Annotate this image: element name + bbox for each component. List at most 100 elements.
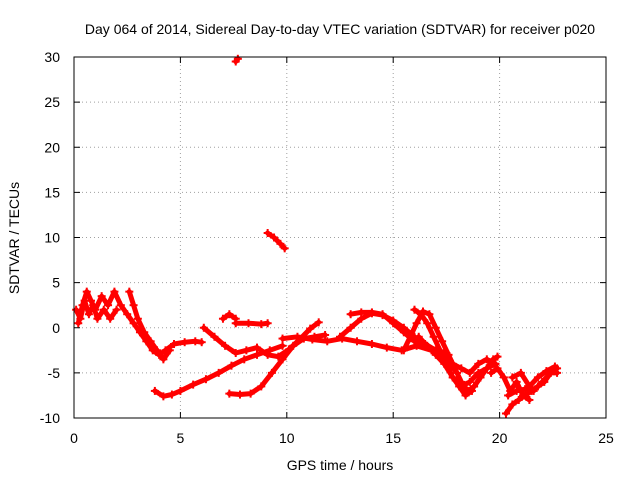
data-point	[276, 239, 285, 248]
data-point	[116, 301, 125, 310]
data-point	[129, 319, 138, 328]
data-point	[221, 341, 230, 350]
data-point	[367, 308, 376, 317]
data-point	[199, 323, 208, 332]
data-point	[412, 319, 421, 328]
data-point	[429, 332, 438, 341]
tick-labels: 0 5 10 15 20 25 -10 -5 0 5 10 15 20 25 30	[40, 49, 614, 446]
data-point	[529, 386, 538, 395]
data-point	[80, 296, 89, 305]
data-point	[461, 391, 470, 400]
data-point	[306, 324, 315, 333]
data-point	[140, 328, 149, 337]
data-point	[367, 339, 376, 348]
series-track-22	[508, 362, 559, 391]
data-point	[214, 368, 223, 377]
data-point	[231, 319, 240, 328]
data-point	[246, 389, 255, 398]
series-track-8	[231, 319, 272, 329]
data-point	[410, 305, 419, 314]
data-point	[308, 335, 317, 344]
data-point	[278, 334, 287, 343]
chart-title: Day 064 of 2014, Sidereal Day-to-day VTE…	[85, 21, 595, 37]
series-track-7	[218, 310, 240, 323]
data-point	[180, 338, 189, 347]
data-point	[353, 337, 362, 346]
data-point	[110, 287, 119, 296]
x-tick-label: 5	[177, 430, 185, 446]
data-point	[225, 389, 234, 398]
data-point	[550, 362, 559, 371]
data-point	[270, 233, 279, 242]
y-axis-label: SDTVAR / TECUs	[6, 182, 22, 294]
x-tick-label: 25	[598, 430, 614, 446]
data-point	[227, 361, 236, 370]
data-point	[263, 319, 272, 328]
series-track-10	[231, 54, 242, 66]
data-point	[129, 301, 138, 310]
x-tick-label: 15	[385, 430, 401, 446]
series-track-3	[125, 287, 174, 364]
data-point	[197, 338, 206, 347]
data-point	[389, 319, 398, 328]
data-point	[253, 343, 262, 352]
data-point	[525, 395, 534, 404]
series-track-21	[504, 364, 562, 400]
data-point	[257, 382, 266, 391]
data-point	[321, 330, 330, 339]
data-point	[512, 377, 521, 386]
data-point	[167, 390, 176, 399]
series-track-4	[150, 341, 287, 401]
data-point	[231, 349, 240, 358]
data-point	[504, 391, 513, 400]
data-point	[314, 318, 323, 327]
data-point	[465, 368, 474, 377]
data-point	[516, 368, 525, 377]
data-point	[233, 54, 242, 63]
data-point	[514, 395, 523, 404]
data-point	[146, 337, 155, 346]
data-point	[159, 392, 168, 401]
data-point	[542, 367, 551, 376]
data-point	[106, 314, 115, 323]
data-point	[323, 337, 332, 346]
data-point	[152, 346, 161, 355]
data-point	[448, 359, 457, 368]
series-line	[265, 230, 288, 251]
data-point	[470, 382, 479, 391]
grid	[74, 57, 606, 418]
data-point	[336, 332, 344, 341]
data-point	[508, 373, 517, 382]
data-point	[512, 386, 521, 395]
data-point	[267, 368, 276, 377]
data-point	[242, 346, 251, 355]
data-point	[440, 359, 449, 368]
data-point	[74, 319, 83, 328]
data-point	[457, 364, 466, 373]
data-point	[357, 308, 366, 317]
data-point	[76, 314, 85, 323]
series-track-18	[470, 352, 502, 391]
data-point	[508, 400, 517, 409]
data-point	[457, 382, 466, 391]
data-point	[406, 332, 415, 341]
data-point	[89, 301, 98, 310]
data-point	[170, 339, 179, 348]
data-point	[399, 346, 408, 355]
data-point	[244, 319, 253, 328]
data-point	[263, 228, 272, 237]
y-tick-label: 0	[52, 320, 60, 336]
data-point	[280, 244, 289, 253]
data-point	[533, 373, 542, 382]
data-point	[476, 373, 485, 382]
data-point	[467, 386, 476, 395]
data-point	[150, 386, 159, 395]
data-point	[278, 341, 287, 350]
series-line	[337, 310, 460, 376]
data-point	[240, 355, 249, 364]
data-point	[525, 382, 534, 391]
data-point	[93, 314, 102, 323]
data-point	[493, 352, 502, 361]
data-point	[493, 364, 502, 373]
